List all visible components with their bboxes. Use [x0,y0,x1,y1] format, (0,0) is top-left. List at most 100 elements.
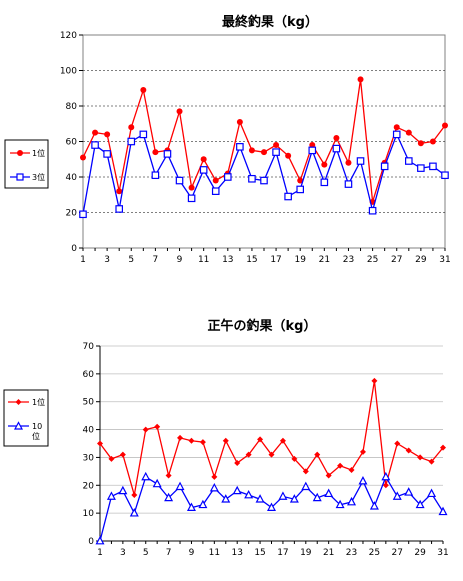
data-point [221,494,231,503]
x-tick-label: 15 [246,255,257,265]
data-point [427,488,437,498]
data-point [142,426,149,433]
data-point [332,144,341,153]
data-point [296,185,305,194]
data-point [357,76,364,83]
x-tick-label: 25 [369,548,380,558]
data-point [325,472,332,479]
data-point [438,506,448,516]
y-tick-label: 20 [66,209,78,219]
data-point [302,468,309,475]
data-point [278,491,288,500]
data-point [211,187,220,196]
legend-label-1st: 1位 [32,397,45,407]
data-point [175,481,185,491]
data-point [392,491,402,500]
x-tick-label: 11 [209,548,220,558]
x-tick-label: 23 [343,255,354,265]
data-point [301,481,311,491]
data-point [312,492,322,502]
data-point [321,161,328,168]
data-point [392,130,401,139]
legend-label-line: 10 [32,422,42,431]
data-point [131,492,138,499]
x-tick-label: 27 [391,255,402,265]
data-point [348,466,355,473]
legend-label-line: 位 [32,431,40,441]
data-point [152,149,159,156]
data-point [234,460,241,466]
data-point [291,455,298,462]
data-point [187,194,196,203]
y-tick-label: 100 [60,67,77,77]
data-point [128,124,135,131]
data-point [104,131,111,138]
data-point [273,142,280,149]
legend: 1位 3位 [4,139,49,189]
data-point [358,476,368,485]
data-point [405,129,412,136]
series-group [79,76,449,219]
x-tick-label: 17 [277,548,288,558]
data-point [188,437,195,444]
y-tick-label: 0 [88,537,94,547]
data-point [284,192,292,201]
data-point [268,451,275,458]
data-point [272,148,280,156]
data-point [154,423,161,430]
data-point [163,150,172,158]
data-point [91,141,99,149]
x-tick-label: 3 [120,548,126,558]
data-point [297,177,304,184]
x-tick-label: 31 [439,255,450,265]
data-point [309,142,316,149]
data-point [97,440,103,447]
data-point [248,174,256,183]
x-tick-label: 29 [414,548,426,558]
data-point [333,134,340,141]
data-point [199,439,206,446]
x-tick-label: 13 [231,548,242,558]
data-point [345,159,352,166]
y-tick-label: 70 [83,342,95,352]
y-tick-label: 40 [83,426,95,436]
data-point [129,508,139,517]
data-point [116,188,123,195]
data-point [260,176,268,185]
data-point [224,173,232,181]
data-point [285,152,292,159]
data-point [320,178,329,187]
data-point [200,156,207,163]
y-tick-label: 10 [83,509,95,519]
data-point [440,444,446,451]
data-point [140,87,147,94]
x-tick-label: 5 [128,255,134,265]
legend-box [4,139,49,189]
data-point [177,434,184,441]
data-point [404,487,414,496]
data-point [115,205,124,213]
y-axis-ticks: 0 20 40 60 80 100 120 [60,31,83,254]
x-tick-label: 25 [367,255,378,265]
data-point [106,491,116,500]
data-point [118,485,128,495]
legend-label-1st: 1位 [32,148,45,158]
data-point [119,451,126,458]
legend-marker-3rd [16,173,24,181]
data-point [103,150,111,158]
x-tick-label: 15 [254,548,265,558]
legend-label-10th: 10 位 [32,422,42,441]
x-tick-label: 23 [346,548,357,558]
legend-marker-1st [15,399,22,405]
data-point [429,138,436,145]
data-point [164,492,174,502]
data-point [261,149,267,156]
y-tick-label: 40 [66,173,78,183]
series-group [95,377,448,545]
y-gridlines [100,345,443,514]
legend-marker-10th [13,421,24,430]
data-point [79,210,87,219]
y-tick-label: 60 [83,370,95,380]
y-tick-label: 60 [66,138,78,148]
